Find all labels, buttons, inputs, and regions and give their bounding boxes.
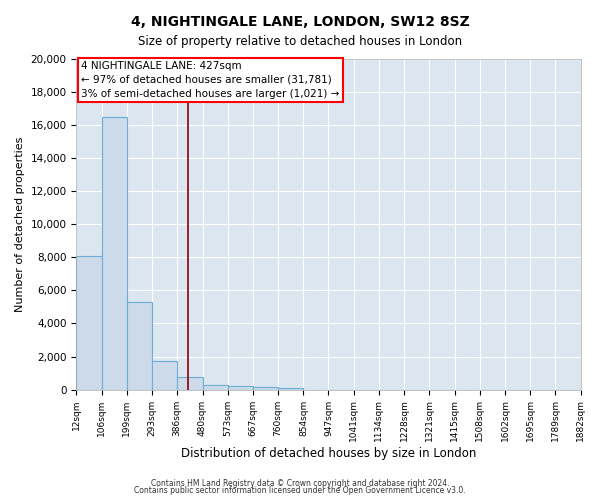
Bar [278, 388, 304, 390]
Text: 4, NIGHTINGALE LANE, LONDON, SW12 8SZ: 4, NIGHTINGALE LANE, LONDON, SW12 8SZ [131, 15, 469, 29]
Bar [102, 117, 127, 390]
Text: Size of property relative to detached houses in London: Size of property relative to detached ho… [138, 35, 462, 48]
Y-axis label: Number of detached properties: Number of detached properties [15, 136, 25, 312]
Text: Contains HM Land Registry data © Crown copyright and database right 2024.: Contains HM Land Registry data © Crown c… [151, 478, 449, 488]
Bar [127, 302, 152, 390]
Bar [253, 387, 278, 390]
Text: Contains public sector information licensed under the Open Government Licence v3: Contains public sector information licen… [134, 486, 466, 495]
Bar [177, 377, 203, 390]
Text: 4 NIGHTINGALE LANE: 427sqm
← 97% of detached houses are smaller (31,781)
3% of s: 4 NIGHTINGALE LANE: 427sqm ← 97% of deta… [82, 60, 340, 98]
Bar [76, 256, 102, 390]
Bar [152, 360, 177, 390]
X-axis label: Distribution of detached houses by size in London: Distribution of detached houses by size … [181, 447, 476, 460]
Bar [227, 386, 253, 390]
Bar [203, 384, 227, 390]
